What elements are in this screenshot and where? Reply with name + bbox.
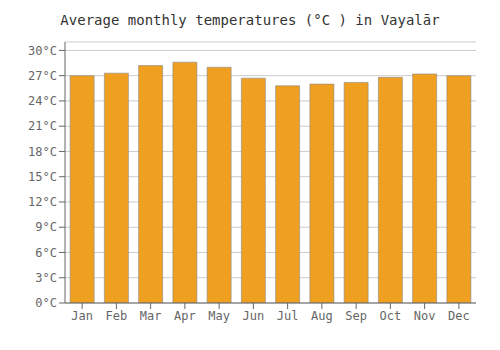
svg-text:27°C: 27°C <box>28 69 57 83</box>
svg-text:30°C: 30°C <box>28 44 57 58</box>
svg-text:Jul: Jul <box>277 309 299 323</box>
svg-text:Aug: Aug <box>311 309 333 323</box>
svg-text:Dec: Dec <box>448 309 470 323</box>
svg-text:6°C: 6°C <box>35 246 57 260</box>
svg-text:9°C: 9°C <box>35 220 57 234</box>
svg-text:May: May <box>208 309 230 323</box>
svg-text:Sep: Sep <box>345 309 367 323</box>
svg-text:Mar: Mar <box>140 309 162 323</box>
svg-text:21°C: 21°C <box>28 119 57 133</box>
svg-text:18°C: 18°C <box>28 145 57 159</box>
svg-text:Feb: Feb <box>106 309 128 323</box>
svg-text:12°C: 12°C <box>28 195 57 209</box>
svg-text:3°C: 3°C <box>35 271 57 285</box>
svg-text:Jun: Jun <box>243 309 265 323</box>
svg-text:Nov: Nov <box>414 309 436 323</box>
svg-text:0°C: 0°C <box>35 296 57 310</box>
svg-text:15°C: 15°C <box>28 170 57 184</box>
html-text:Average monthly temperatures (: Average monthly temperatures (°C ) in Va… <box>60 12 440 28</box>
svg-text:Jan: Jan <box>71 309 93 323</box>
svg-text:Apr: Apr <box>174 309 196 323</box>
svg-text:Oct: Oct <box>380 309 402 323</box>
svg-text:24°C: 24°C <box>28 94 57 108</box>
